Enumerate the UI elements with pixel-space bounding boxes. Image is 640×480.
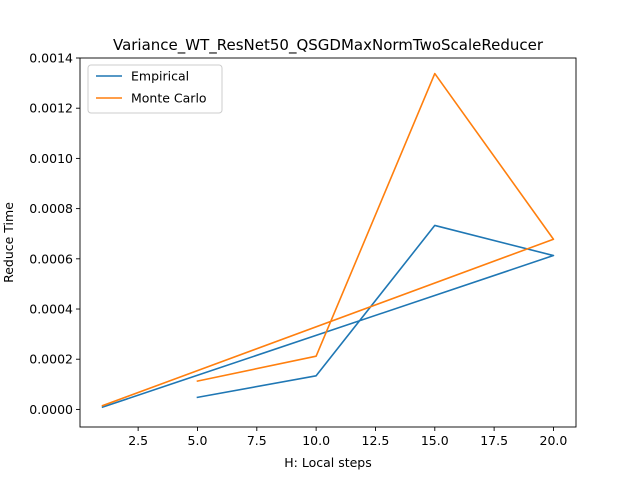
x-axis: 2.5 5.0 7.5 10.0 12.5 15.0 17.5 20.0 (128, 427, 567, 448)
y-tick-label: 0.0012 (29, 101, 73, 116)
x-tick-label: 15.0 (421, 433, 449, 448)
legend-label-2: Monte Carlo (131, 91, 207, 106)
x-tick-label: 17.5 (480, 433, 508, 448)
x-tick-label: 12.5 (362, 433, 390, 448)
series-line-2 (101, 72, 555, 407)
y-axis: 0.0000 0.0002 0.0004 0.0006 0.0008 0.0010 0.00… (29, 51, 80, 417)
legend-label-1: Empirical (131, 69, 189, 84)
y-tick-label: 0.0002 (29, 352, 73, 367)
x-tick-label: 20.0 (540, 433, 568, 448)
y-tick-label: 0.0008 (29, 201, 73, 216)
plot-frame (79, 57, 577, 428)
series-layer (101, 72, 555, 409)
x-tick-label: 2.5 (128, 433, 148, 448)
y-tick-label: 0.0000 (29, 402, 73, 417)
x-tick-label: 10.0 (302, 433, 330, 448)
x-tick-label: 7.5 (247, 433, 267, 448)
y-tick-label: 0.0010 (29, 151, 73, 166)
y-tick-label: 0.0004 (29, 302, 73, 317)
y-axis-label: Reduce Time (1, 202, 16, 283)
x-axis-label: H: Local steps (284, 455, 372, 470)
series-line-1 (101, 224, 555, 409)
legend: Empirical Monte Carlo (87, 64, 223, 114)
y-tick-label: 0.0006 (29, 251, 73, 266)
legend-frame (87, 64, 223, 114)
chart-title: Variance_WT_ResNet50_QSGDMaxNormTwoScale… (113, 36, 544, 55)
y-tick-label: 0.0014 (29, 51, 73, 66)
x-tick-label: 5.0 (188, 433, 208, 448)
